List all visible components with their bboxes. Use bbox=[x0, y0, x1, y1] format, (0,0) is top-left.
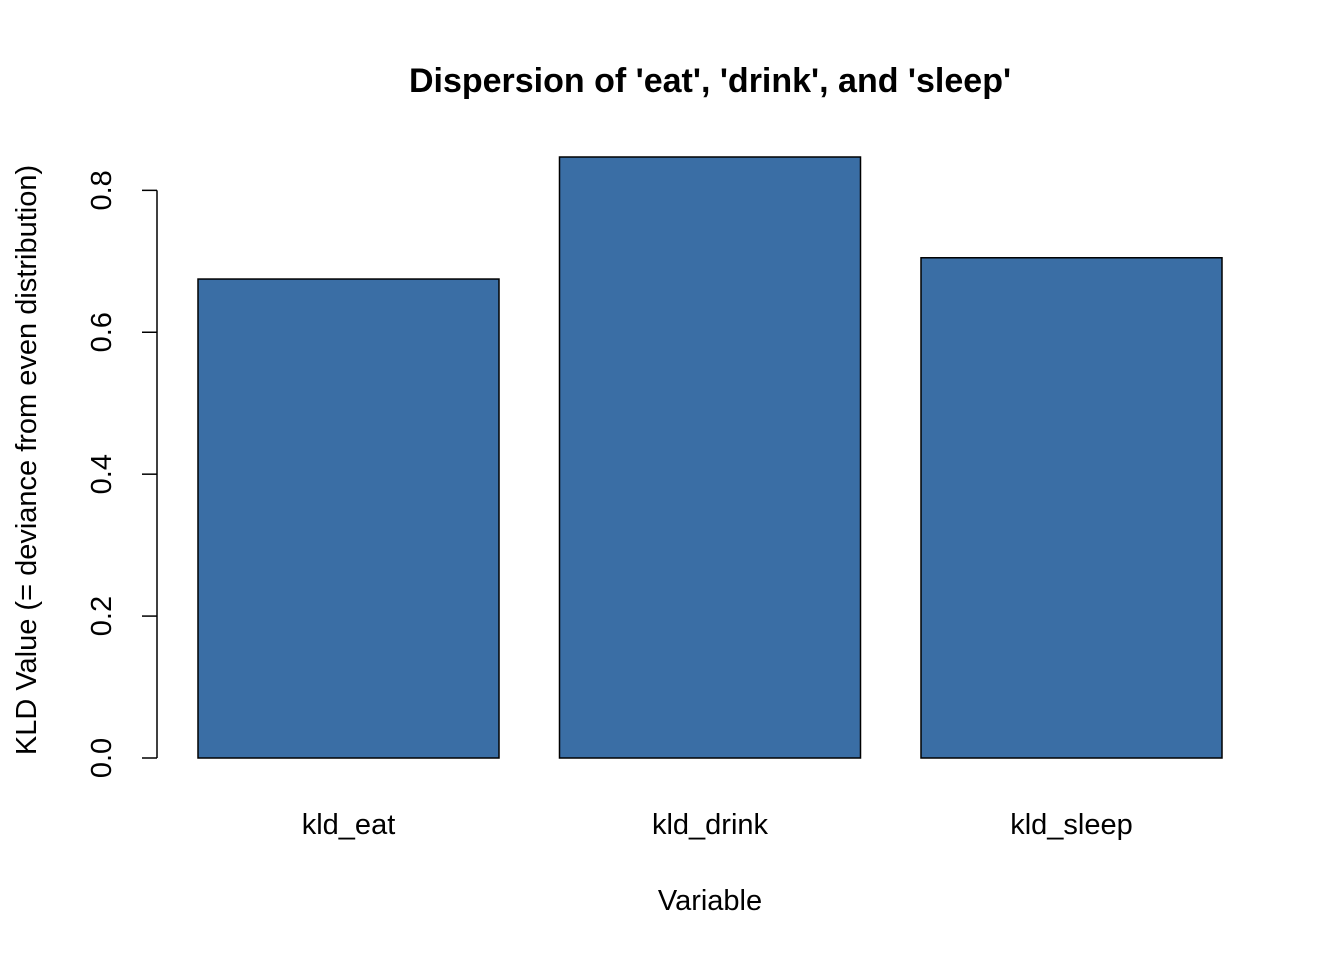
x-axis-label: Variable bbox=[658, 885, 762, 917]
y-tick-label: 0.2 bbox=[86, 596, 118, 636]
y-tick-label: 0.8 bbox=[86, 170, 118, 210]
x-tick-label: kld_sleep bbox=[1010, 809, 1133, 841]
y-axis: 0.0 0.2 0.4 0.6 0.8 bbox=[86, 170, 158, 778]
y-axis-label: KLD Value (= deviance from even distribu… bbox=[11, 165, 43, 755]
y-tick-label: 0.0 bbox=[86, 738, 118, 778]
bar-kld_drink bbox=[558, 156, 862, 759]
x-tick-label: kld_eat bbox=[302, 809, 396, 841]
bars bbox=[197, 156, 1223, 759]
bar-kld_sleep bbox=[920, 257, 1223, 759]
bar-kld_eat bbox=[197, 278, 500, 759]
y-ticks: 0.0 0.2 0.4 0.6 0.8 bbox=[86, 170, 157, 778]
x-tick-label: kld_drink bbox=[652, 809, 769, 841]
x-tick-labels: kld_eat kld_drink kld_sleep bbox=[302, 809, 1133, 841]
chart-title: Dispersion of 'eat', 'drink', and 'sleep… bbox=[409, 62, 1011, 100]
y-tick-label: 0.6 bbox=[86, 312, 118, 352]
y-tick-label: 0.4 bbox=[86, 454, 118, 494]
